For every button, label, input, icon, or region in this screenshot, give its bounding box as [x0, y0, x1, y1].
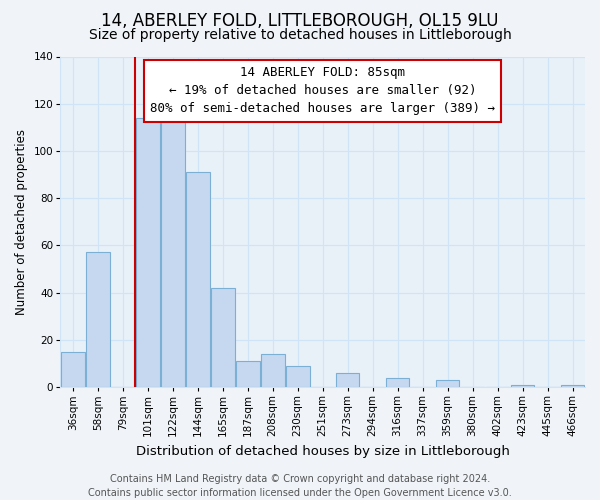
- Y-axis label: Number of detached properties: Number of detached properties: [15, 129, 28, 315]
- Bar: [261, 354, 284, 387]
- Bar: [436, 380, 460, 387]
- Text: Size of property relative to detached houses in Littleborough: Size of property relative to detached ho…: [89, 28, 511, 42]
- Bar: [61, 352, 85, 387]
- Text: 14 ABERLEY FOLD: 85sqm
← 19% of detached houses are smaller (92)
80% of semi-det: 14 ABERLEY FOLD: 85sqm ← 19% of detached…: [150, 66, 495, 116]
- Bar: [286, 366, 310, 387]
- Bar: [511, 384, 535, 387]
- Bar: [211, 288, 235, 387]
- Text: 14, ABERLEY FOLD, LITTLEBOROUGH, OL15 9LU: 14, ABERLEY FOLD, LITTLEBOROUGH, OL15 9L…: [101, 12, 499, 30]
- Bar: [236, 361, 260, 387]
- Bar: [386, 378, 409, 387]
- Bar: [86, 252, 110, 387]
- Bar: [161, 108, 185, 387]
- X-axis label: Distribution of detached houses by size in Littleborough: Distribution of detached houses by size …: [136, 444, 509, 458]
- Bar: [136, 118, 160, 387]
- Bar: [336, 373, 359, 387]
- Bar: [560, 384, 584, 387]
- Text: Contains HM Land Registry data © Crown copyright and database right 2024.
Contai: Contains HM Land Registry data © Crown c…: [88, 474, 512, 498]
- Bar: [186, 172, 209, 387]
